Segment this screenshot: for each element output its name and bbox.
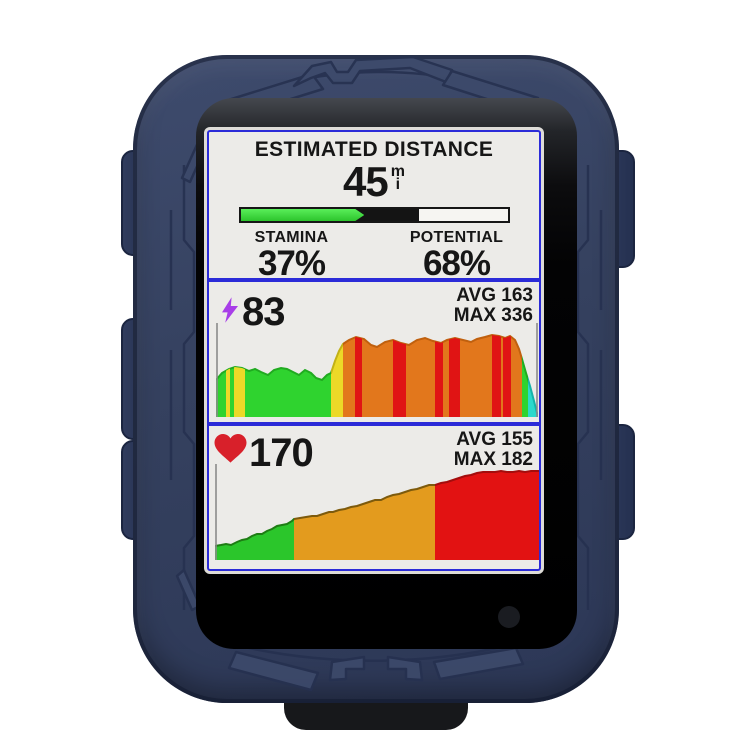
lightning-bolt-icon bbox=[222, 297, 238, 323]
panel-estimated-distance: ESTIMATED DISTANCE 45 m i STAMINA 37% PO… bbox=[209, 132, 539, 278]
heart-rate-value: 170 bbox=[249, 431, 314, 475]
stamina-block: STAMINA 37% bbox=[209, 229, 374, 278]
power-stats: AVG 163 MAX 336 bbox=[454, 286, 533, 326]
panel-divider bbox=[209, 422, 539, 426]
power-graph bbox=[216, 323, 538, 417]
potential-label: POTENTIAL bbox=[409, 229, 504, 246]
stamina-label: STAMINA bbox=[254, 229, 329, 246]
potential-value: 68% bbox=[422, 244, 491, 278]
power-avg: AVG 163 bbox=[456, 285, 533, 306]
estimated-distance-title: ESTIMATED DISTANCE bbox=[254, 138, 494, 161]
lcd-display: ESTIMATED DISTANCE 45 m i STAMINA 37% PO… bbox=[207, 130, 541, 571]
potential-block: POTENTIAL 68% bbox=[374, 229, 539, 278]
power-max: MAX 336 bbox=[453, 305, 533, 326]
hr-max: MAX 182 bbox=[453, 449, 533, 470]
panel-heart-rate: 170 AVG 155 MAX 182 bbox=[209, 426, 539, 569]
progress-elapsed bbox=[241, 209, 365, 221]
progress-bar bbox=[238, 207, 510, 223]
panel-divider bbox=[209, 278, 539, 282]
light-sensor bbox=[498, 606, 520, 628]
heart-icon bbox=[214, 434, 247, 463]
panel-power: 83 AVG 163 MAX 336 bbox=[209, 282, 539, 422]
heart-rate-stats: AVG 155 MAX 182 bbox=[454, 430, 533, 470]
hr-avg: AVG 155 bbox=[456, 429, 533, 450]
distance-value: 45 bbox=[343, 158, 389, 205]
heart-rate-graph bbox=[215, 464, 539, 560]
stamina-value: 37% bbox=[255, 246, 328, 278]
distance-unit: m i bbox=[390, 163, 405, 193]
power-value: 83 bbox=[242, 290, 285, 334]
